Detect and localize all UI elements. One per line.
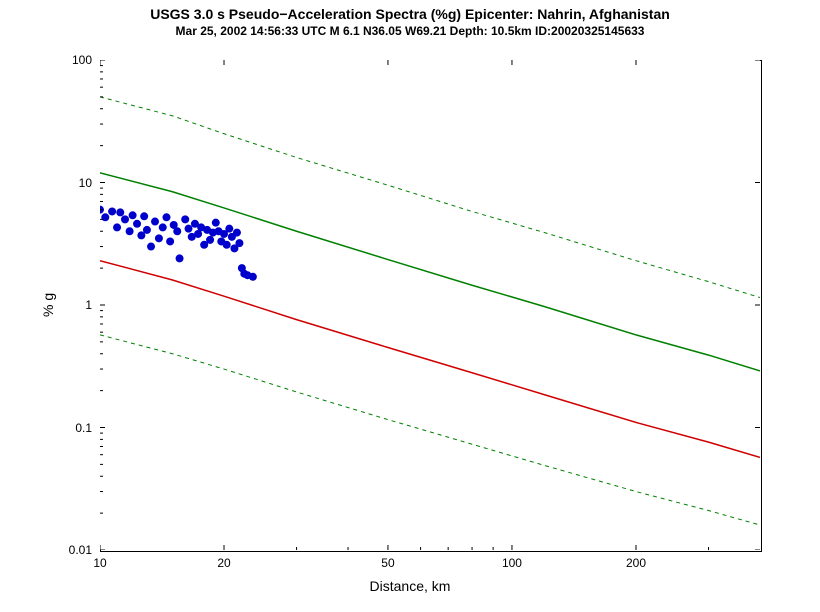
scatter-point: [166, 237, 174, 245]
y-axis-label: % g: [40, 293, 56, 317]
scatter-point: [116, 208, 124, 216]
chart-title: USGS 3.0 s Pseudo−Acceleration Spectra (…: [0, 6, 820, 22]
scatter-point: [133, 220, 141, 228]
scatter-point: [108, 207, 116, 215]
scatter-point: [176, 254, 184, 262]
scatter-point: [101, 213, 109, 221]
xtick-label: 10: [93, 556, 106, 570]
scatter-point: [140, 212, 148, 220]
scatter-point: [126, 227, 134, 235]
scatter-point: [121, 215, 129, 223]
ytick-label: 0.01: [69, 543, 92, 557]
scatter-point: [162, 213, 170, 221]
xtick-label: 100: [502, 556, 522, 570]
chart-subtitle: Mar 25, 2002 14:56:33 UTC M 6.1 N36.05 W…: [0, 24, 820, 38]
scatter-point: [143, 226, 151, 234]
plot-svg: [100, 60, 760, 550]
ytick-label: 10: [79, 176, 92, 190]
scatter-point: [159, 223, 167, 231]
x-axis-label: Distance, km: [0, 578, 820, 594]
scatter-point: [223, 241, 231, 249]
scatter-point: [155, 234, 163, 242]
scatter-point: [147, 243, 155, 251]
scatter-point: [129, 211, 137, 219]
scatter-point: [185, 225, 193, 233]
ytick-label: 0.1: [75, 421, 92, 435]
scatter-point: [173, 227, 181, 235]
chart-container: USGS 3.0 s Pseudo−Acceleration Spectra (…: [0, 0, 820, 612]
scatter-point: [113, 223, 121, 231]
xtick-label: 20: [217, 556, 230, 570]
scatter-point: [206, 236, 214, 244]
scatter-point: [225, 225, 233, 233]
scatter-point: [235, 239, 243, 247]
scatter-point: [212, 219, 220, 227]
scatter-point: [233, 229, 241, 237]
xtick-label: 50: [381, 556, 394, 570]
ytick-label: 1: [85, 298, 92, 312]
scatter-point: [151, 218, 159, 226]
xtick-label: 200: [626, 556, 646, 570]
ytick-label: 100: [72, 53, 92, 67]
scatter-point: [249, 273, 257, 281]
scatter-point: [181, 215, 189, 223]
